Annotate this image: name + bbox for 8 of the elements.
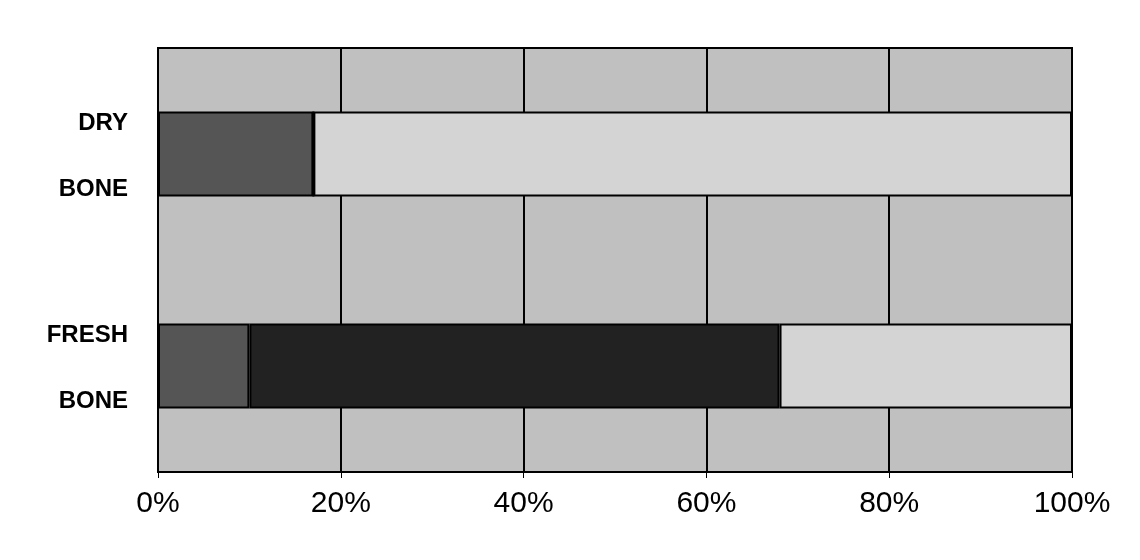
x-tick-label: 0% (136, 484, 180, 518)
x-tick-label: 100% (1033, 484, 1111, 518)
x-tick-label: 80% (859, 484, 920, 518)
x-tick-label: 40% (493, 484, 554, 518)
x-tick-label: 20% (310, 484, 371, 518)
category-label: DRY BONE (58, 107, 128, 201)
category-label: FRESH BONE (46, 319, 128, 413)
x-tick-label: 60% (676, 484, 737, 518)
